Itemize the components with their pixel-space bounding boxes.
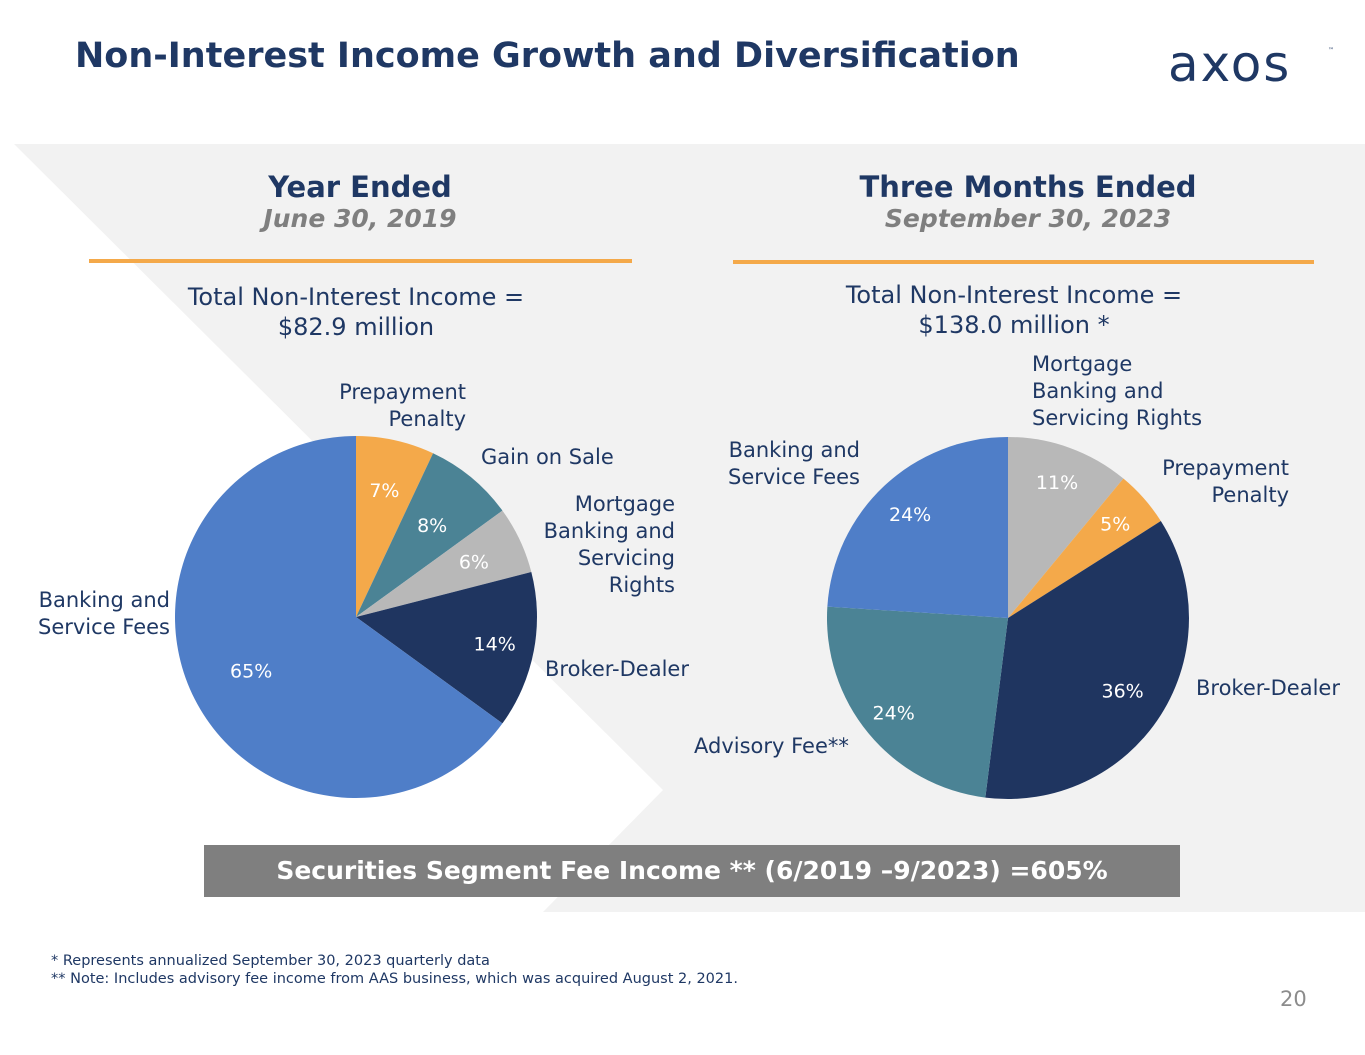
page-number: 20 [1280,987,1307,1011]
pie-2019-slice-gain-on-sale [356,453,503,617]
label-line: Banking and [1032,379,1164,403]
label-2019-mortgage: Mortgage Banking and Servicing Rights [505,491,675,599]
pie-2023-slice-prepayment-penalty [1008,478,1161,618]
label-line: Mortgage [574,492,675,516]
label-2019-prepayment: Prepayment Penalty [306,379,466,433]
right-total: Total Non-Interest Income = $138.0 milli… [764,280,1264,340]
label-line: Penalty [388,407,466,431]
pie-2023-pct-label: 36% [1102,681,1144,703]
securities-fee-banner: Securities Segment Fee Income ** (6/2019… [204,845,1180,897]
pie-2019-pct-label: 8% [417,515,447,537]
pie-2019-pct-label: 7% [369,480,399,502]
label-line: Servicing [577,546,675,570]
label-line: Prepayment [339,380,466,404]
pie-2023-slice-banking-and-service-fees [827,437,1008,618]
pie-2019-slice-banking-and-service-fees [175,436,503,798]
label-line: Prepayment [1162,456,1289,480]
pie-2019-slice-prepayment-penalty [356,436,434,617]
pie-2023-pct-label: 11% [1036,472,1078,494]
label-2019-banking: Banking and Service Fees [10,587,170,641]
label-2023-mortgage: Mortgage Banking and Servicing Rights [1032,351,1202,432]
pie-2023-pct-label: 5% [1100,513,1130,535]
label-2023-advisory-fee: Advisory Fee** [694,734,849,758]
label-line: Banking and [543,519,675,543]
logo-tm: ™ [1328,47,1334,54]
pie-2019-pct-label: 65% [230,660,272,682]
left-total-line1: Total Non-Interest Income = [187,283,525,311]
pie-2023-slice-mortgage-banking-and-servicing-rights [1008,437,1124,618]
label-2019-gain-on-sale: Gain on Sale [481,445,614,469]
left-divider [89,259,632,263]
footnote-annualized: * Represents annualized September 30, 20… [51,953,490,969]
right-header: Three Months Ended September 30, 2023 [778,170,1278,233]
right-subheading: September 30, 2023 [884,204,1172,233]
left-heading: Year Ended [268,170,452,204]
pie-2019-slice-broker-dealer [356,571,537,724]
label-line: Servicing Rights [1032,406,1203,430]
right-total-line2: $138.0 million * [918,311,1110,339]
pie-2019-pct-label: 14% [474,633,516,655]
label-line: Mortgage [1032,352,1133,376]
page-title: Non-Interest Income Growth and Diversifi… [75,36,1020,76]
left-total-line2: $82.9 million [277,313,435,341]
label-line: Banking and [728,438,860,462]
label-line: Banking and [38,588,170,612]
right-heading: Three Months Ended [859,170,1197,204]
pie-2023-slice-broker-dealer [985,521,1189,799]
label-2019-broker-dealer: Broker-Dealer [545,657,689,681]
label-line: Service Fees [38,615,170,639]
left-subheading: June 30, 2019 [263,204,457,233]
right-divider [733,260,1314,264]
logo-text: axos [1168,36,1291,92]
left-header: Year Ended June 30, 2019 [160,170,560,233]
footnote-advisory: ** Note: Includes advisory fee income fr… [51,971,738,987]
pie-2019-slice-mortgage-banking-and-servicing-rights [356,510,532,617]
label-line: Service Fees [728,465,860,489]
label-line: Penalty [1211,483,1289,507]
axos-logo: axos ™ [1168,36,1334,92]
label-2023-prepayment: Prepayment Penalty [1130,455,1289,509]
pie-2023-pct-label: 24% [873,703,915,725]
right-total-line1: Total Non-Interest Income = [845,281,1183,309]
label-2023-broker-dealer: Broker-Dealer [1196,676,1340,700]
label-2023-banking: Banking and Service Fees [690,437,860,491]
pie-2019-pct-label: 6% [459,552,489,574]
label-line: Rights [608,573,675,597]
pie-2023-pct-label: 24% [889,504,931,526]
pie-2023-slice-advisory-fee [826,606,1008,798]
left-total: Total Non-Interest Income = $82.9 millio… [106,282,606,342]
